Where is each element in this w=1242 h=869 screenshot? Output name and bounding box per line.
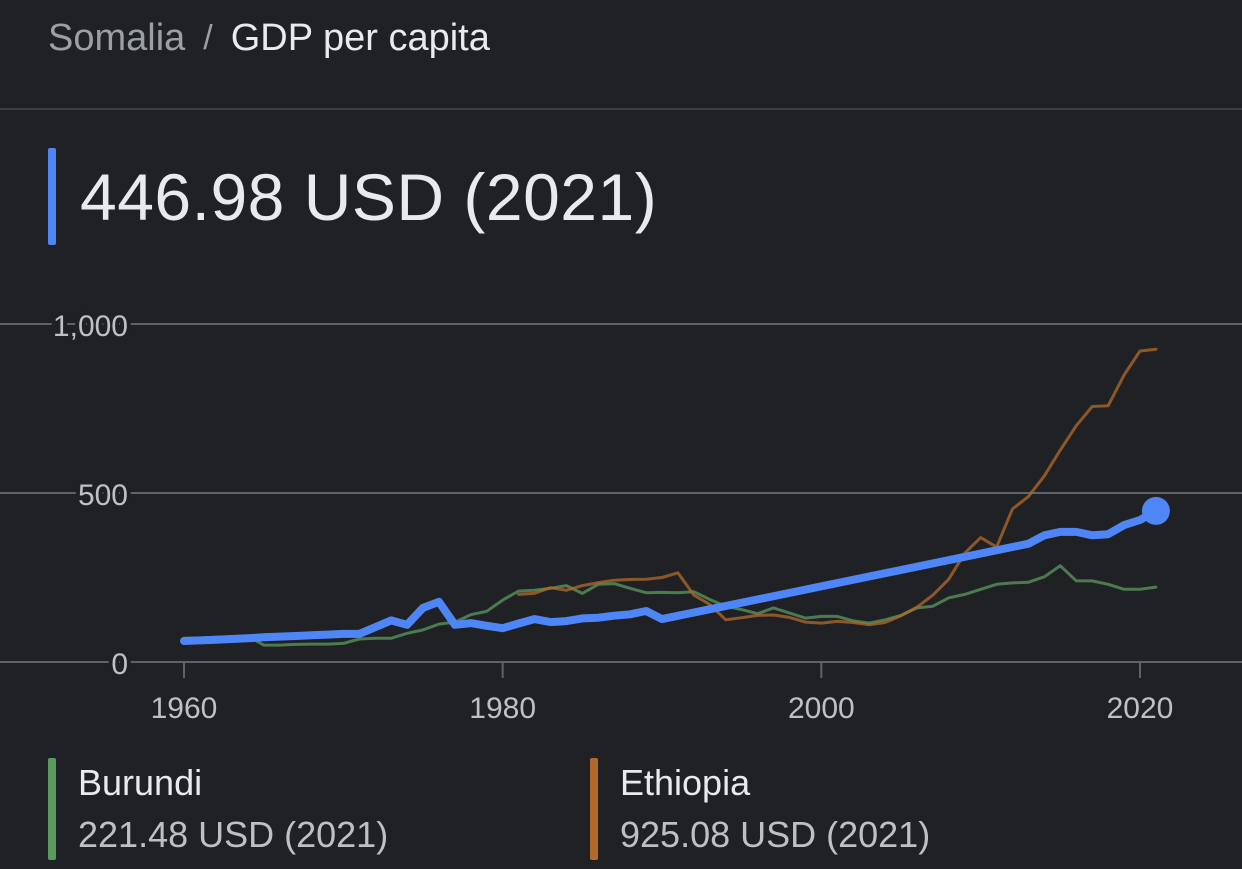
series-line-burundi (182, 564, 1158, 647)
series-line-ethiopia (517, 347, 1158, 627)
series-line-somalia (180, 506, 1160, 645)
breadcrumb: Somalia / GDP per capita (48, 14, 490, 62)
x-tick-label-1980: 1980 (469, 692, 536, 725)
breadcrumb-current-page: GDP per capita (230, 16, 490, 59)
gdp-line-chart[interactable]: 0 500 1,000 1960 1980 2000 2020 (0, 300, 1242, 740)
legend-swatch-burundi (48, 758, 56, 860)
legend-name-burundi: Burundi (78, 762, 203, 803)
legend-item-ethiopia[interactable]: Ethiopia 925.08 USD (2021) (590, 758, 930, 860)
y-tick-label-500: 500 (78, 479, 128, 512)
headline-stat: 446.98 USD (2021) (48, 148, 657, 245)
y-tick-label-1000: 1,000 (53, 310, 128, 343)
breadcrumb-country-link[interactable]: Somalia (48, 16, 186, 59)
legend-item-burundi[interactable]: Burundi 221.48 USD (2021) (48, 758, 388, 860)
y-tick-label-0: 0 (111, 648, 128, 681)
header-divider (0, 108, 1242, 110)
x-tick-label-2020: 2020 (1107, 692, 1174, 725)
legend-swatch-ethiopia (590, 758, 598, 860)
series-end-marker-somalia (1141, 496, 1170, 525)
legend-value-burundi: 221.48 USD (2021) (78, 814, 389, 855)
legend-value-ethiopia: 925.08 USD (2021) (620, 814, 931, 855)
headline-accent-bar (48, 148, 56, 245)
breadcrumb-separator: / (203, 18, 213, 57)
x-tick-label-2000: 2000 (788, 692, 855, 725)
legend-name-ethiopia: Ethiopia (620, 762, 751, 803)
headline-value: 446.98 USD (2021) (80, 159, 658, 234)
x-tick-label-1960: 1960 (151, 692, 218, 725)
